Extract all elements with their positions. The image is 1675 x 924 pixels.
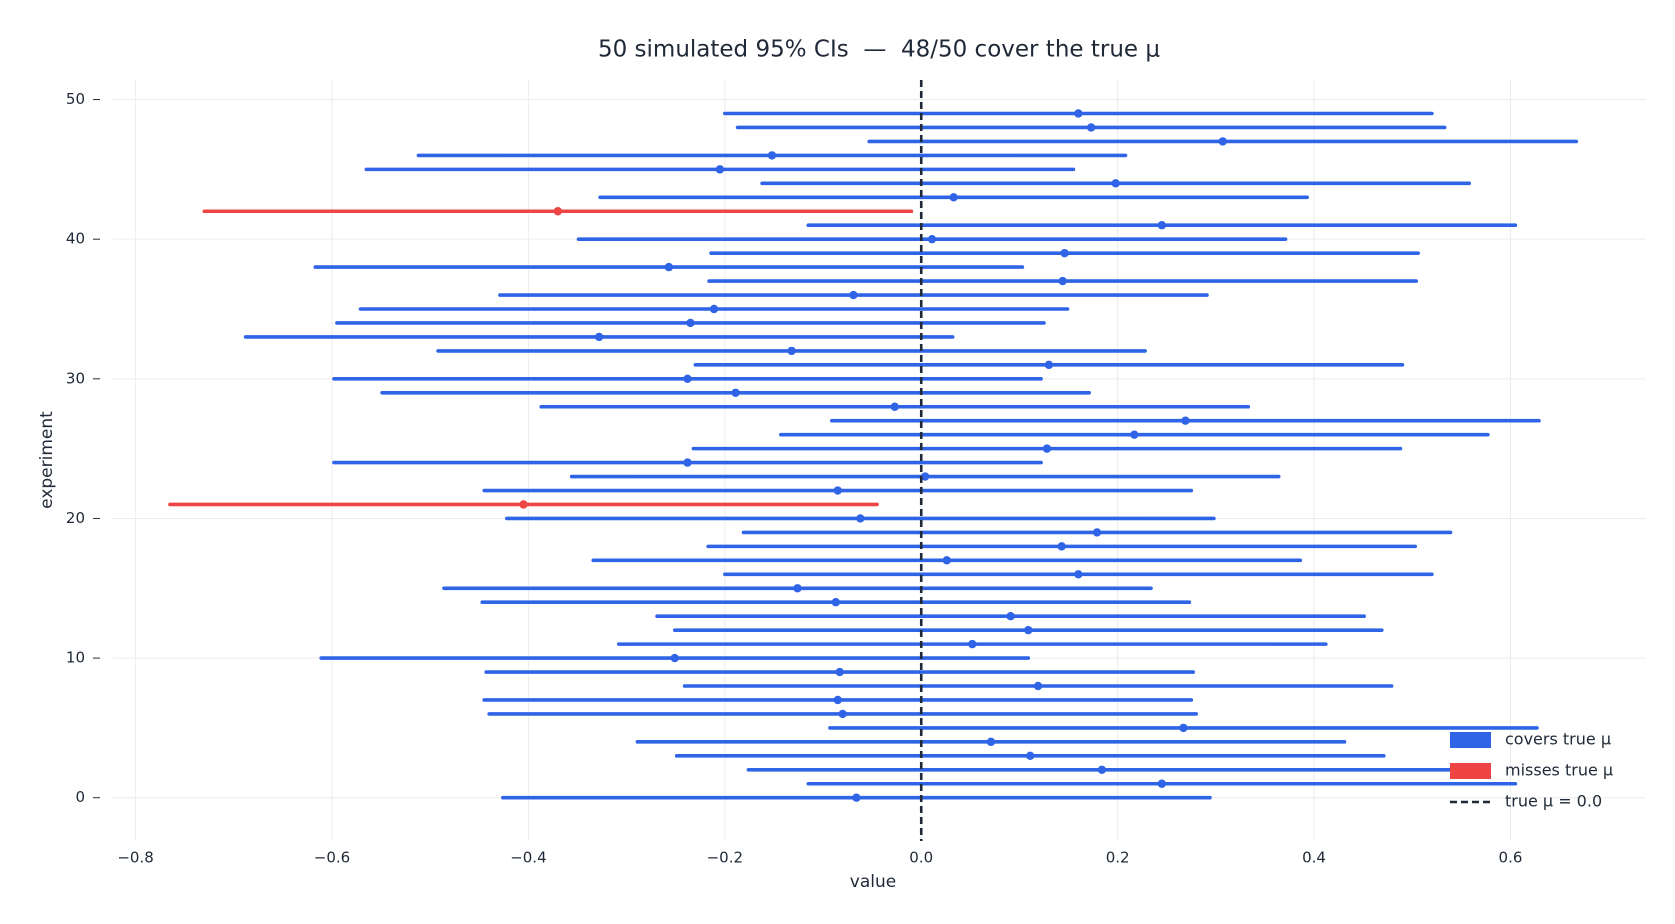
point-estimate (849, 290, 858, 300)
point-estimate (831, 598, 840, 607)
point-estimate (1042, 444, 1052, 453)
x-tick-label: 0.6 (1499, 849, 1523, 867)
legend-label: true μ = 0.0 (1505, 792, 1602, 811)
point-estimate (767, 151, 777, 160)
point-estimate (1057, 542, 1066, 551)
point-estimate (787, 346, 796, 356)
point-estimate (833, 695, 842, 705)
point-estimate (1179, 723, 1188, 733)
x-tick-label: −0.6 (314, 849, 350, 867)
point-estimate (949, 193, 958, 202)
y-tick-label: 20 (66, 509, 85, 527)
point-estimate (1006, 611, 1015, 621)
point-estimate (986, 737, 996, 747)
point-estimate (594, 332, 604, 342)
legend-label: misses true μ (1505, 761, 1613, 780)
y-tick-label: 10 (66, 649, 85, 667)
point-estimate (838, 709, 847, 719)
x-tick-label: −0.4 (510, 849, 546, 867)
point-estimate (1058, 276, 1067, 286)
point-estimate (670, 653, 679, 663)
point-estimate (890, 402, 899, 411)
point-estimate (833, 486, 842, 495)
point-estimate (709, 304, 719, 314)
y-axis-label: experiment (37, 411, 57, 509)
y-tick-label: 50 (66, 90, 85, 108)
point-estimate (1181, 416, 1190, 425)
point-estimate (683, 374, 692, 384)
point-estimate (1024, 625, 1033, 635)
point-estimate (553, 207, 563, 216)
point-estimate (927, 234, 937, 244)
point-estimate (686, 318, 695, 328)
x-tick-label: 0.2 (1106, 849, 1130, 867)
legend-swatch (1450, 763, 1491, 779)
y-tick-label: 40 (66, 230, 85, 248)
legend-label: covers true μ (1505, 730, 1611, 749)
point-estimate (1044, 360, 1054, 370)
x-tick-label: 0.4 (1302, 849, 1326, 867)
point-estimate (852, 793, 861, 802)
point-estimate (519, 500, 528, 509)
point-estimate (1086, 123, 1096, 132)
point-estimate (1092, 528, 1102, 537)
point-estimate (1033, 681, 1043, 691)
point-estimate (1074, 570, 1083, 579)
point-estimate (1097, 765, 1107, 774)
y-tick-label: 0 (75, 788, 85, 806)
point-estimate (793, 584, 802, 593)
point-estimate (1060, 248, 1069, 258)
point-estimate (835, 667, 844, 677)
point-estimate (683, 458, 692, 467)
point-estimate (1111, 179, 1120, 188)
point-estimate (920, 472, 930, 481)
point-estimate (1074, 109, 1083, 118)
point-estimate (1157, 779, 1167, 788)
x-axis-label: value (850, 872, 896, 892)
point-estimate (856, 514, 865, 523)
point-estimate (968, 639, 977, 649)
point-estimate (1026, 751, 1035, 761)
y-tick-label: 30 (66, 369, 85, 387)
x-tick-label: 0.0 (909, 849, 933, 867)
point-estimate (1130, 430, 1139, 439)
point-estimate (715, 165, 725, 174)
x-tick-label: −0.8 (117, 849, 153, 867)
legend-swatch (1450, 732, 1491, 748)
x-tick-label: −0.2 (707, 849, 743, 867)
point-estimate (731, 388, 740, 397)
point-estimate (942, 556, 951, 565)
point-estimate (1218, 137, 1227, 146)
point-estimate (1157, 221, 1167, 230)
chart-title: 50 simulated 95% CIs — 48/50 cover the t… (598, 37, 1160, 63)
point-estimate (664, 262, 674, 272)
